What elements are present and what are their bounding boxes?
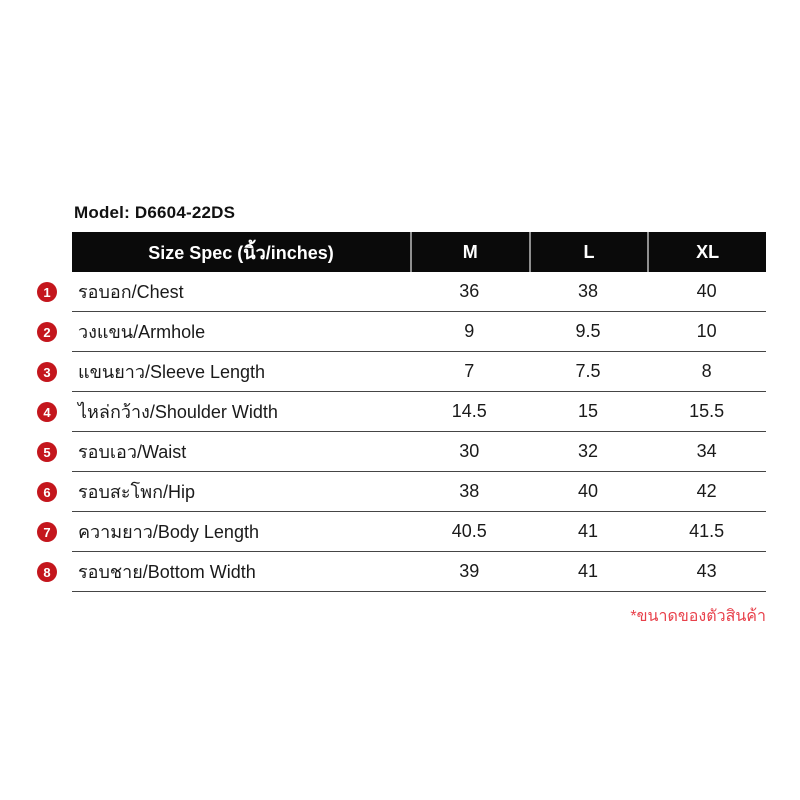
measurement-label: รอบเอว/Waist <box>78 442 187 462</box>
value-xl: 34 <box>696 441 717 461</box>
value-l: 38 <box>577 281 598 301</box>
value-l: 41 <box>577 521 598 541</box>
model-title: Model: D6604-22DS <box>74 203 236 222</box>
table-row-body-length: 7 ความยาว/Body Length 40.5 41 41.5 <box>32 512 766 552</box>
value-m: 30 <box>459 441 480 461</box>
measurement-label: ความยาว/Body Length <box>78 522 259 542</box>
value-xl: 41.5 <box>689 521 725 541</box>
value-xl: 10 <box>696 321 717 341</box>
measurement-label: รอบชาย/Bottom Width <box>78 562 256 582</box>
row-number-badge: 5 <box>37 442 57 462</box>
measurement-label: ไหล่กว้าง/Shoulder Width <box>78 402 278 422</box>
table-row-armhole: 2 วงแขน/Armhole 9 9.5 10 <box>32 312 766 352</box>
product-size-footnote: *ขนาดของตัวสินค้า <box>630 608 766 625</box>
value-m: 40.5 <box>451 521 487 541</box>
value-xl: 15.5 <box>689 401 725 421</box>
table-row-shoulder-width: 4 ไหล่กว้าง/Shoulder Width 14.5 15 15.5 <box>32 392 766 432</box>
column-header-l: L <box>528 232 648 272</box>
table-row-sleeve-length: 3 แขนยาว/Sleeve Length 7 7.5 8 <box>32 352 766 392</box>
value-m: 7 <box>464 361 475 381</box>
table-header-row: Size Spec (นิ้ว/inches) M L XL <box>32 232 766 272</box>
value-l: 32 <box>577 441 598 461</box>
table-row-waist: 5 รอบเอว/Waist 30 32 34 <box>32 432 766 472</box>
value-m: 38 <box>459 481 480 501</box>
value-l: 7.5 <box>575 361 601 381</box>
measurement-label: รอบสะโพก/Hip <box>78 482 195 502</box>
size-chart: Model: D6604-22DS Size Spec (นิ้ว/inches… <box>32 203 766 629</box>
measurement-label: รอบอก/Chest <box>78 282 184 302</box>
row-number-badge: 3 <box>37 362 57 382</box>
value-l: 40 <box>577 481 598 501</box>
badge-gutter <box>32 232 72 272</box>
value-l: 41 <box>577 561 598 581</box>
value-xl: 8 <box>701 361 712 381</box>
row-number-badge: 2 <box>37 322 57 342</box>
value-m: 9 <box>464 321 475 341</box>
value-xl: 43 <box>696 561 717 581</box>
value-m: 39 <box>459 561 480 581</box>
value-xl: 42 <box>696 481 717 501</box>
row-number-badge: 8 <box>37 562 57 582</box>
size-spec-table: Size Spec (นิ้ว/inches) M L XL 1 รอบอก/C… <box>32 232 766 592</box>
column-header-spec: Size Spec (นิ้ว/inches) <box>148 242 334 263</box>
column-header-m: M <box>409 232 529 272</box>
row-number-badge: 6 <box>37 482 57 502</box>
value-l: 9.5 <box>575 321 601 341</box>
table-row-hip: 6 รอบสะโพก/Hip 38 40 42 <box>32 472 766 512</box>
value-xl: 40 <box>696 281 717 301</box>
value-l: 15 <box>577 401 598 421</box>
row-number-badge: 4 <box>37 402 57 422</box>
row-number-badge: 1 <box>37 282 57 302</box>
column-header-xl: XL <box>647 232 766 272</box>
row-number-badge: 7 <box>37 522 57 542</box>
measurement-label: วงแขน/Armhole <box>78 322 206 342</box>
table-row-bottom-width: 8 รอบชาย/Bottom Width 39 41 43 <box>32 552 766 592</box>
value-m: 36 <box>459 281 480 301</box>
measurement-label: แขนยาว/Sleeve Length <box>78 362 266 382</box>
value-m: 14.5 <box>451 401 487 421</box>
table-row-chest: 1 รอบอก/Chest 36 38 40 <box>32 272 766 312</box>
